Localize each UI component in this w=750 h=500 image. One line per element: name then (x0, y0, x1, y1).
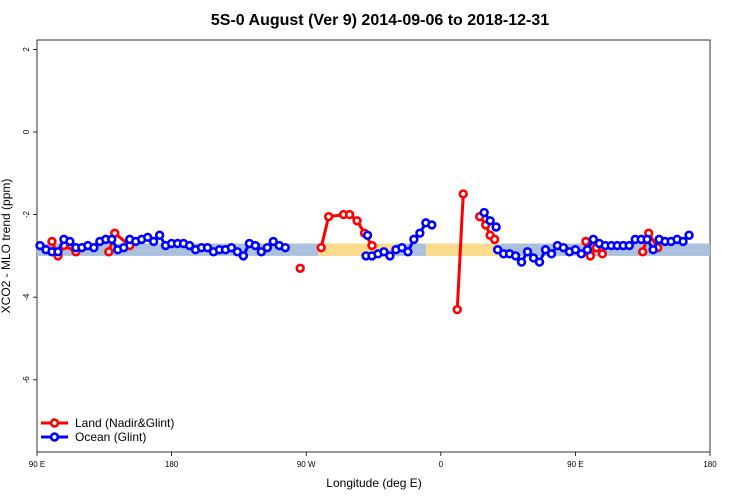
y-tick-label: 0 (22, 129, 31, 134)
legend-label: Land (Nadir&Glint) (75, 416, 174, 430)
ocean-point (684, 230, 694, 240)
ocean-point (362, 230, 373, 240)
ocean-point (516, 257, 527, 267)
land-line (455, 193, 465, 310)
ocean-point (148, 236, 159, 247)
ocean-point (427, 220, 437, 230)
y-tick-label: -6 (22, 376, 31, 384)
ocean-point (35, 240, 45, 251)
x-tick-label: 180 (165, 460, 179, 469)
land-point (104, 247, 114, 257)
legend: Land (Nadir&Glint)Ocean (Glint) (41, 416, 174, 444)
ocean-point (540, 245, 551, 255)
land-point (352, 216, 362, 226)
ocean-point (142, 232, 153, 243)
land-point (597, 249, 608, 259)
land-point (295, 263, 305, 273)
ocean-point (528, 253, 539, 263)
legend-marker (49, 418, 60, 428)
ocean-point (238, 251, 249, 261)
ocean-point (119, 242, 129, 253)
ocean-point (479, 207, 489, 218)
ocean-point (485, 216, 495, 226)
ocean-point (226, 242, 237, 253)
x-tick-label: 90 E (29, 460, 45, 469)
ocean-point (262, 242, 273, 253)
land-point (323, 211, 334, 222)
land-point (47, 236, 57, 247)
ocean-point (576, 249, 587, 259)
ocean-point (522, 247, 533, 257)
ocean-point (492, 245, 503, 255)
ocean-point (415, 228, 425, 238)
band-land-2 (425, 243, 501, 256)
ocean-point (558, 242, 569, 253)
ocean-point (232, 247, 243, 257)
ocean-point (379, 247, 389, 257)
x-tick-label: 180 (703, 460, 717, 469)
data-series (35, 189, 694, 315)
ocean-point (648, 245, 658, 255)
ocean-point (510, 251, 521, 261)
y-tick-label: -4 (22, 293, 31, 301)
chart-title: 5S-0 August (Ver 9) 2014-09-06 to 2018-1… (211, 12, 549, 29)
ocean-point (256, 247, 267, 257)
legend-label: Ocean (Glint) (75, 430, 146, 444)
land-point (367, 240, 377, 251)
x-tick-label: 90 E (567, 460, 583, 469)
x-axis-label: Longitude (deg E) (326, 476, 421, 490)
ocean-point (397, 242, 407, 253)
ocean-point (65, 236, 75, 247)
ocean-point (678, 236, 688, 247)
ocean-point (154, 230, 165, 240)
land-point (316, 242, 326, 253)
land-point (489, 234, 500, 245)
ocean-point (385, 251, 395, 261)
x-axis: 90 E 180 90 W 0 90 E 180 (29, 452, 717, 469)
ocean-point (107, 234, 117, 245)
ocean-point (268, 236, 278, 247)
y-tick-label: 2 (22, 47, 31, 52)
land-point (637, 247, 648, 257)
ocean-point (403, 247, 413, 257)
ocean-point (588, 234, 599, 245)
ocean-point (184, 240, 195, 251)
y-tick-label: -2 (22, 210, 31, 218)
series-land (47, 189, 663, 315)
land-point (458, 189, 468, 199)
ocean-point (409, 234, 419, 245)
ocean-point (582, 245, 593, 255)
ocean-point (534, 257, 545, 267)
legend-marker (49, 432, 60, 442)
y-axis: 2 0 -2 -4 -6 (22, 47, 37, 384)
land-point (581, 236, 591, 247)
x-tick-label: 90 W (297, 460, 316, 469)
ocean-point (89, 242, 99, 253)
series-ocean (35, 207, 694, 267)
ocean-point (491, 222, 501, 232)
ocean-point (642, 234, 652, 245)
land-point (452, 304, 462, 315)
ocean-point (624, 240, 634, 251)
land-point (344, 209, 355, 220)
x-tick-label: 0 (439, 460, 444, 469)
ocean-point (546, 249, 557, 259)
ocean-point (280, 242, 290, 253)
ocean-point (250, 240, 261, 251)
ocean-point (570, 245, 581, 255)
y-axis-label: XCO2 - MLO trend (ppm) (0, 179, 13, 314)
ocean-point (202, 242, 213, 253)
ocean-point (53, 247, 63, 257)
